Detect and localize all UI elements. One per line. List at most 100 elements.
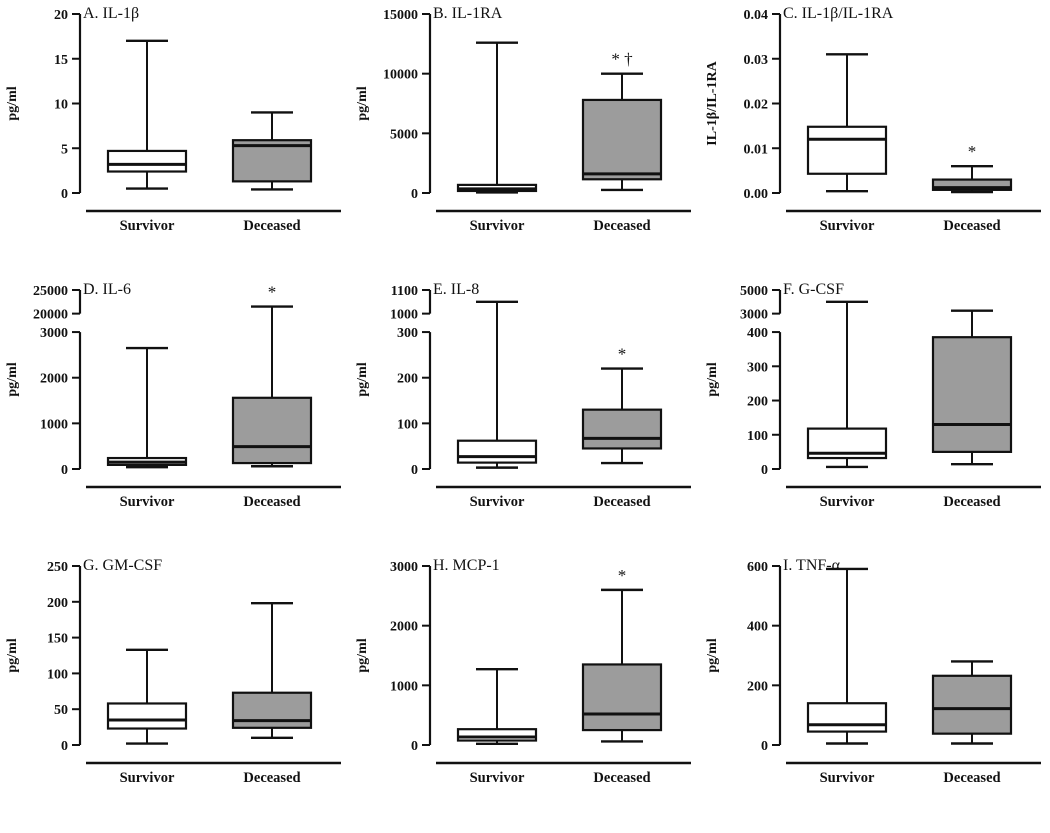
category-label-survivor: Survivor bbox=[470, 494, 525, 510]
panel-title: A. IL-1β bbox=[83, 5, 139, 22]
category-label-deceased: Deceased bbox=[593, 218, 650, 234]
category-label-deceased: Deceased bbox=[943, 494, 1000, 510]
y-tick-label: 600 bbox=[747, 560, 768, 575]
y-tick-label: 1000 bbox=[40, 417, 68, 432]
box-E-survivor bbox=[456, 300, 538, 469]
y-tick-label: 200 bbox=[47, 596, 68, 611]
panel-title: C. IL-1β/IL-1RA bbox=[783, 5, 894, 22]
panel-title: I. TNF-α bbox=[783, 557, 841, 574]
category-label-deceased: Deceased bbox=[943, 770, 1000, 786]
y-tick-label: 0.02 bbox=[744, 98, 769, 113]
y-axis-label: IL-1β/IL-1RA bbox=[705, 60, 720, 145]
y-tick-label: 3000 bbox=[40, 326, 68, 341]
panel-C-chart: 0.00 0.01 0.02 0.03 0.04 IL-1β/IL-1RA C. IL-1β… bbox=[705, 5, 1041, 234]
y-tick-label: 300 bbox=[397, 326, 418, 341]
box-A-deceased bbox=[231, 111, 313, 191]
category-label-survivor: Survivor bbox=[820, 494, 875, 510]
y-axis-label: pg/ml bbox=[5, 86, 20, 120]
y-tick-label: 3000 bbox=[390, 560, 418, 575]
panel-B: 0 5000 10000 15000 pg/ml B. IL-1RA Survivor * †… bbox=[350, 0, 700, 276]
y-tick-label: 0.00 bbox=[744, 187, 769, 202]
y-tick-label: 0 bbox=[411, 463, 418, 478]
box-G-survivor bbox=[106, 648, 188, 745]
significance-marker: * bbox=[618, 345, 627, 364]
y-tick-label: 400 bbox=[747, 326, 768, 341]
y-tick-label: 15 bbox=[54, 53, 68, 68]
panel-G: 0 50 100 150 200 250 pg/ml G. GM-CSF Survivor Dec… bbox=[0, 552, 350, 828]
box-A-survivor bbox=[106, 39, 188, 190]
y-tick-label: 2000 bbox=[390, 620, 418, 635]
y-tick-label: 25000 bbox=[33, 284, 68, 299]
y-tick-label: 15000 bbox=[383, 8, 418, 23]
box-rect bbox=[806, 125, 888, 175]
box-rect bbox=[456, 728, 538, 742]
category-label-deceased: Deceased bbox=[243, 494, 300, 510]
box-rect bbox=[931, 178, 1013, 191]
panel-title: B. IL-1RA bbox=[433, 5, 503, 22]
y-tick-label: 0 bbox=[411, 187, 418, 202]
y-tick-label: 0 bbox=[61, 187, 68, 202]
category-label-deceased: Deceased bbox=[593, 770, 650, 786]
y-axis-label: pg/ml bbox=[355, 86, 370, 120]
category-label-survivor: Survivor bbox=[470, 218, 525, 234]
panel-E-chart: 0 100 200 300 1000 1100 pg/ml E. IL-8 Survivor * D… bbox=[355, 281, 691, 510]
category-label-deceased: Deceased bbox=[243, 218, 300, 234]
category-label-deceased: Deceased bbox=[243, 770, 300, 786]
y-tick-label: 200 bbox=[397, 372, 418, 387]
box-rect bbox=[931, 674, 1013, 735]
box-G-deceased bbox=[231, 602, 313, 740]
y-axis-label: pg/ml bbox=[705, 362, 720, 396]
panel-F: 0 100 200 300 400 3000 5000 pg/ml F. G-CSF Surviv… bbox=[700, 276, 1050, 552]
y-tick-label: 0.03 bbox=[744, 53, 769, 68]
panel-E: 0 100 200 300 1000 1100 pg/ml E. IL-8 Survivor * D… bbox=[350, 276, 700, 552]
panel-H-chart: 0 1000 2000 3000 pg/ml H. MCP-1 Survivor * Decea… bbox=[355, 557, 691, 786]
box-rect bbox=[106, 702, 188, 730]
panel-F-chart: 0 100 200 300 400 3000 5000 pg/ml F. G-CSF Surviv… bbox=[705, 281, 1041, 510]
y-tick-label: 300 bbox=[747, 360, 768, 375]
panel-title: H. MCP-1 bbox=[433, 557, 500, 574]
box-rect bbox=[931, 336, 1013, 453]
category-label-survivor: Survivor bbox=[820, 770, 875, 786]
category-label-deceased: Deceased bbox=[943, 218, 1000, 234]
y-tick-label: 5000 bbox=[740, 284, 768, 299]
panel-title: E. IL-8 bbox=[433, 281, 479, 298]
box-rect bbox=[231, 396, 313, 465]
significance-marker: * bbox=[968, 142, 977, 161]
box-B-survivor bbox=[456, 41, 538, 194]
box-H-deceased: * bbox=[581, 566, 663, 743]
category-label-survivor: Survivor bbox=[120, 494, 175, 510]
box-C-survivor bbox=[806, 53, 888, 193]
y-tick-label: 200 bbox=[747, 395, 768, 410]
box-rect bbox=[106, 149, 188, 173]
category-label-survivor: Survivor bbox=[120, 770, 175, 786]
y-tick-label: 50 bbox=[54, 703, 68, 718]
y-tick-label: 10 bbox=[54, 98, 68, 113]
y-tick-label: 150 bbox=[47, 632, 68, 647]
box-F-deceased bbox=[931, 309, 1013, 466]
box-I-deceased bbox=[931, 660, 1013, 745]
y-tick-label: 100 bbox=[397, 417, 418, 432]
y-tick-label: 10000 bbox=[383, 68, 418, 83]
y-tick-label: 250 bbox=[47, 560, 68, 575]
y-axis-label: pg/ml bbox=[5, 362, 20, 396]
y-axis-label: pg/ml bbox=[5, 638, 20, 672]
box-D-deceased: * bbox=[231, 283, 313, 468]
box-rect bbox=[456, 439, 538, 464]
panel-A-chart: 0 5 10 15 20 pg/ml A. IL-1β Survivor Deceased bbox=[5, 5, 341, 234]
y-tick-label: 0.01 bbox=[744, 142, 769, 157]
box-rect bbox=[806, 702, 888, 733]
panel-I-chart: 0 200 400 600 pg/ml I. TNF-α Survivor Deceased bbox=[705, 557, 1041, 786]
box-C-deceased: * bbox=[931, 142, 1013, 194]
y-tick-label: 0 bbox=[761, 739, 768, 754]
y-tick-label: 1000 bbox=[390, 308, 418, 323]
category-label-survivor: Survivor bbox=[470, 770, 525, 786]
panel-B-chart: 0 5000 10000 15000 pg/ml B. IL-1RA Survivor * †… bbox=[355, 5, 691, 234]
panel-title: D. IL-6 bbox=[83, 281, 131, 298]
panel-D: 0 1000 2000 3000 20000 25000 pg/ml D. IL-6 Survi… bbox=[0, 276, 350, 552]
y-tick-label: 5000 bbox=[390, 127, 418, 142]
y-tick-label: 5 bbox=[61, 142, 68, 157]
category-label-survivor: Survivor bbox=[820, 218, 875, 234]
box-I-survivor bbox=[806, 567, 888, 745]
panel-title: G. GM-CSF bbox=[83, 557, 162, 574]
box-rect bbox=[581, 408, 663, 450]
